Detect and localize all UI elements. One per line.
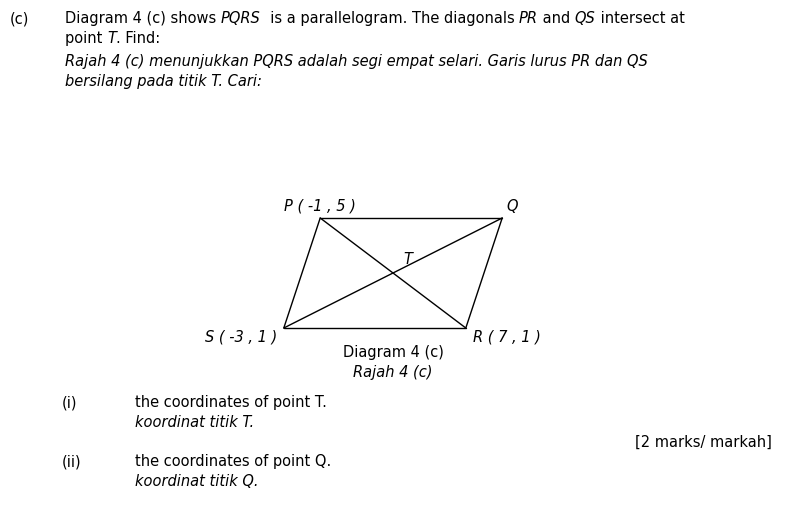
Text: S ( -3 , 1 ): S ( -3 , 1 ) — [205, 329, 277, 344]
Text: T: T — [107, 31, 116, 46]
Text: koordinat titik T.: koordinat titik T. — [135, 415, 254, 430]
Text: bersilang pada titik T. Cari:: bersilang pada titik T. Cari: — [65, 74, 262, 89]
Text: point: point — [65, 31, 107, 46]
Text: Rajah 4 (c) menunjukkan PQRS adalah segi empat selari. Garis lurus PR dan QS: Rajah 4 (c) menunjukkan PQRS adalah segi… — [65, 54, 648, 69]
Text: . Find:: . Find: — [116, 31, 160, 46]
Text: Diagram 4 (c): Diagram 4 (c) — [342, 345, 443, 360]
Text: intersect at: intersect at — [596, 11, 685, 26]
Text: Diagram 4 (c) shows: Diagram 4 (c) shows — [65, 11, 221, 26]
Text: the coordinates of point Q.: the coordinates of point Q. — [135, 454, 331, 469]
Text: (ii): (ii) — [62, 454, 82, 469]
Text: is a parallelogram. The diagonals: is a parallelogram. The diagonals — [260, 11, 519, 26]
Text: the coordinates of point T.: the coordinates of point T. — [135, 395, 327, 410]
Text: (i): (i) — [62, 395, 77, 410]
Text: and: and — [538, 11, 575, 26]
Text: Rajah 4 (c): Rajah 4 (c) — [353, 364, 433, 380]
Text: PR: PR — [519, 11, 538, 26]
Text: [2 marks/ markah]: [2 marks/ markah] — [635, 435, 772, 450]
Text: QS: QS — [575, 11, 596, 26]
Text: R ( 7 , 1 ): R ( 7 , 1 ) — [473, 329, 541, 344]
Text: koordinat titik Q.: koordinat titik Q. — [135, 474, 258, 489]
Text: P ( -1 , 5 ): P ( -1 , 5 ) — [284, 198, 357, 214]
Text: T: T — [403, 252, 412, 267]
Text: Q: Q — [506, 198, 518, 214]
Text: (c): (c) — [10, 11, 29, 26]
Text: PQRS: PQRS — [221, 11, 260, 26]
